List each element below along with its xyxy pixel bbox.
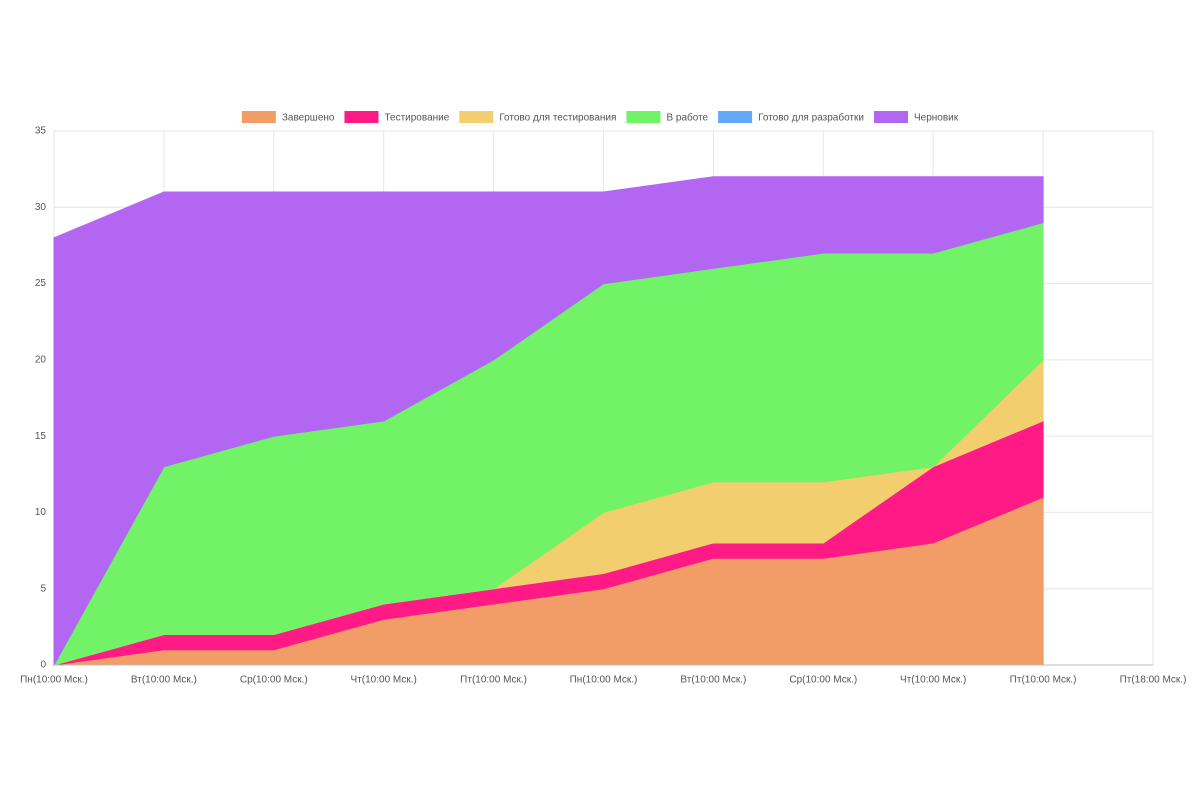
x-tick-label: Чт(10:00 Мск.): [351, 675, 417, 686]
y-tick-label: 15: [35, 431, 47, 442]
legend-item: Тестирование: [344, 111, 450, 124]
legend-swatch: [873, 111, 908, 123]
x-tick-label: Чт(10:00 Мск.): [900, 675, 966, 686]
legend: Завершено Тестирование Готово для тестиров…: [241, 111, 959, 124]
y-tick-label: 35: [35, 126, 47, 137]
legend-label: Завершено: [282, 113, 335, 124]
legend-item: Готово для разработки: [718, 111, 864, 124]
legend-label: Готово для разработки: [758, 112, 864, 124]
legend-swatch: [241, 111, 276, 123]
y-tick-label: 20: [35, 354, 47, 365]
legend-swatch: [718, 111, 753, 123]
x-tick-label: Вт(10:00 Мск.): [131, 675, 197, 686]
x-tick-label: Пн(10:00 Мск.): [20, 675, 88, 686]
y-tick-label: 10: [35, 507, 47, 518]
legend-item: Черновик: [873, 111, 959, 124]
legend-item: Готово для тестирования: [459, 111, 616, 124]
legend-swatch: [344, 111, 379, 123]
x-tick-label: Вт(10:00 Мск.): [680, 675, 746, 686]
y-tick-label: 30: [35, 202, 47, 213]
y-tick-label: 5: [40, 583, 46, 594]
legend-label: Черновик: [914, 113, 959, 124]
legend-label: Тестирование: [384, 113, 449, 124]
legend-label: Готово для тестирования: [499, 113, 616, 124]
area: [53, 176, 1044, 667]
x-tick-label: Пт(10:00 Мск.): [1010, 675, 1077, 686]
y-tick-label: 25: [35, 278, 47, 289]
x-tick-label: Пт(18:00 Мск.): [1120, 675, 1187, 686]
legend-swatch: [626, 111, 661, 123]
x-tick-label: Пн(10:00 Мск.): [570, 675, 638, 686]
legend-label: В работе: [666, 112, 708, 124]
legend-item: Завершено: [241, 111, 335, 124]
x-tick-label: Пт(10:00 Мск.): [460, 675, 527, 686]
legend-swatch: [459, 111, 494, 123]
x-tick-label: Ср(10:00 Мск.): [789, 675, 857, 686]
x-tick-label: Ср(10:00 Мск.): [240, 675, 308, 686]
y-tick-label: 0: [40, 660, 46, 671]
legend-item: В работе: [626, 111, 709, 124]
